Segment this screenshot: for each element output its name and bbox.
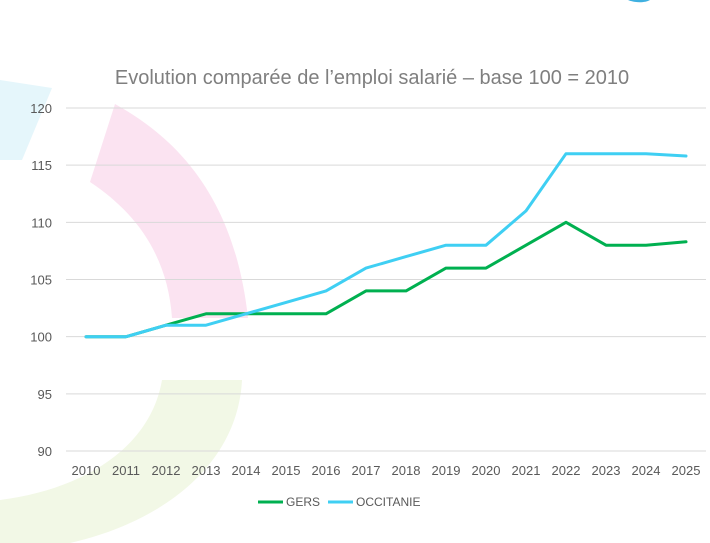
x-tick-label: 2013 — [192, 463, 221, 478]
x-tick-label: 2014 — [232, 463, 261, 478]
series-line-gers — [84, 220, 688, 339]
legend-label-gers: GERS — [286, 495, 320, 509]
x-tick-label: 2022 — [552, 463, 581, 478]
background-decoration — [0, 0, 650, 543]
y-tick-label: 95 — [38, 387, 52, 402]
legend: GERS OCCITANIE — [258, 495, 420, 509]
decor-cyan-arc — [0, 80, 52, 160]
y-axis-ticks: 90 95 100 105 110 115 120 — [30, 101, 52, 459]
y-tick-label: 110 — [31, 215, 52, 230]
x-tick-label: 2018 — [392, 463, 421, 478]
x-tick-label: 2016 — [312, 463, 341, 478]
series-lines — [84, 152, 688, 339]
decor-blue-dot — [628, 0, 650, 3]
y-tick-label: 100 — [30, 330, 52, 345]
y-tick-label: 90 — [38, 444, 52, 459]
x-tick-label: 2010 — [72, 463, 101, 478]
legend-label-occitanie: OCCITANIE — [356, 495, 420, 509]
x-tick-label: 2015 — [272, 463, 301, 478]
x-axis-ticks: 2010 2011 2012 2013 2014 2015 2016 2017 2018 2019… — [72, 463, 701, 478]
x-tick-label: 2011 — [112, 463, 140, 478]
chart-title: Evolution comparée de l’emploi salarié –… — [115, 67, 629, 89]
series-line-occitanie — [84, 152, 688, 339]
x-tick-label: 2023 — [592, 463, 621, 478]
x-tick-label: 2020 — [472, 463, 501, 478]
x-tick-label: 2017 — [352, 463, 381, 478]
x-tick-label: 2025 — [672, 463, 701, 478]
x-tick-label: 2024 — [632, 463, 661, 478]
y-tick-label: 120 — [30, 101, 52, 116]
x-tick-label: 2012 — [152, 463, 181, 478]
decor-green-arc — [0, 380, 242, 543]
y-tick-label: 115 — [31, 158, 52, 173]
gridlines — [66, 107, 706, 452]
x-tick-label: 2019 — [432, 463, 461, 478]
x-tick-label: 2021 — [512, 463, 541, 478]
y-tick-label: 105 — [30, 273, 52, 288]
decor-pink-arc — [90, 104, 248, 318]
